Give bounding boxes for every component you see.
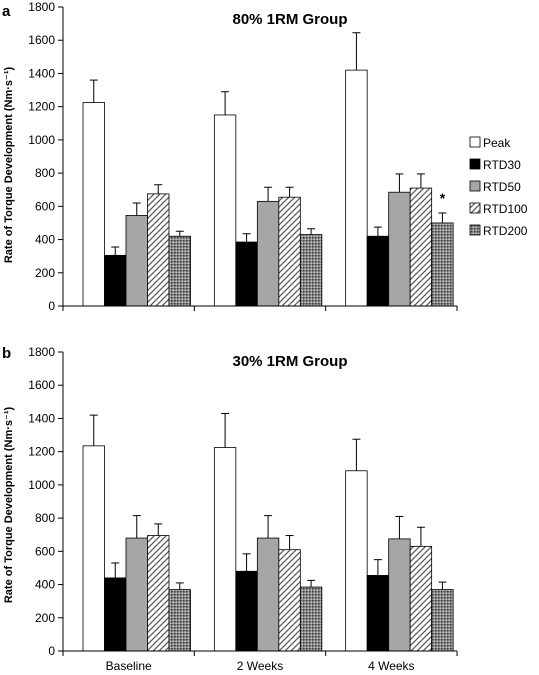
y-tick-label: 200 — [35, 266, 55, 280]
y-tick-label: 800 — [35, 511, 55, 525]
bar-rtd200 — [431, 222, 454, 307]
x-tick-label: 4 Weeks — [368, 659, 414, 673]
bar-peak — [345, 470, 368, 652]
y-tick-label: 1600 — [28, 378, 55, 392]
y-tick-label: 1600 — [28, 33, 55, 47]
y-axis-ticks-a: 0 200 400 600 800 1000 1200 1400 1600 1800 — [28, 0, 63, 313]
bar-rtd30 — [366, 235, 390, 307]
y-tick-label: 200 — [35, 611, 55, 625]
bar-rtd100 — [278, 549, 301, 652]
panel-label-b: b — [2, 345, 11, 362]
bar-rtd30 — [366, 575, 390, 652]
bars-a: * — [82, 32, 454, 307]
chart-title-a: 80% 1RM Group — [232, 11, 347, 28]
bar-rtd50 — [388, 191, 411, 307]
bar-rtd30 — [235, 570, 258, 652]
bar-rtd50 — [256, 200, 280, 307]
bar-peak — [213, 447, 237, 652]
bar-rtd50 — [388, 538, 411, 652]
axes-b — [62, 352, 458, 656]
x-axis-labels: Baseline 2 Weeks 4 Weeks — [106, 659, 415, 673]
significance-marker: * — [440, 190, 446, 206]
bar-peak — [82, 445, 105, 652]
chart-title-b: 30% 1RM Group — [232, 353, 347, 370]
y-tick-label: 0 — [48, 299, 55, 313]
y-tick-label: 1200 — [28, 445, 55, 459]
legend-label: RTD30 — [483, 158, 521, 172]
chart-panel-a: a 80% 1RM Group 0 200 400 600 800 1000 1200 140… — [2, 0, 458, 313]
y-tick-label: 1400 — [28, 411, 55, 425]
y-axis-label-a: Rate of Torque Development (Nm·s⁻¹) — [3, 67, 15, 264]
legend: Peak RTD30 RTD50 RTD100 RTD200 — [469, 136, 528, 238]
y-tick-label: 1000 — [28, 133, 55, 147]
y-tick-label: 400 — [35, 578, 55, 592]
x-tick-label: 2 Weeks — [237, 659, 283, 673]
y-tick-label: 800 — [35, 166, 55, 180]
bar-rtd30 — [235, 241, 258, 307]
y-tick-label: 1000 — [28, 478, 55, 492]
y-tick-label: 400 — [35, 233, 55, 247]
bar-rtd100 — [409, 187, 433, 307]
legend-label: RTD50 — [483, 180, 521, 194]
legend-swatch — [469, 158, 481, 170]
bar-rtd30 — [104, 254, 127, 307]
bar-rtd200 — [431, 589, 454, 652]
bars-b — [82, 412, 454, 652]
panel-label-a: a — [2, 3, 11, 20]
bar-peak — [345, 69, 368, 307]
bar-rtd100 — [409, 545, 433, 652]
x-tick-label: Baseline — [106, 659, 152, 673]
bar-rtd100 — [278, 196, 301, 307]
y-tick-label: 1800 — [28, 345, 55, 359]
bar-rtd50 — [125, 537, 148, 652]
y-tick-label: 1200 — [28, 100, 55, 114]
y-tick-label: 1800 — [28, 0, 55, 14]
legend-swatch — [469, 224, 481, 236]
y-axis-label-b: Rate of Torque Development (Nm·s⁻¹) — [3, 407, 15, 604]
bar-peak — [82, 102, 105, 307]
legend-swatch — [469, 202, 481, 214]
bar-rtd200 — [299, 234, 323, 307]
legend-label: RTD100 — [483, 202, 528, 216]
y-tick-label: 600 — [35, 199, 55, 213]
legend-swatch — [469, 180, 481, 192]
bar-rtd200 — [168, 589, 191, 652]
bar-rtd30 — [104, 577, 127, 652]
y-tick-label: 1400 — [28, 66, 55, 80]
legend-label: Peak — [483, 136, 511, 150]
legend-label: RTD200 — [483, 224, 528, 238]
axes-a — [62, 7, 458, 311]
bar-peak — [213, 114, 237, 307]
y-tick-label: 600 — [35, 544, 55, 558]
y-tick-label: 0 — [48, 644, 55, 658]
chart-panel-b: b 30% 1RM Group 0 200 400 600 800 1000 1200 140… — [2, 345, 458, 673]
bar-rtd50 — [256, 537, 280, 652]
legend-swatch — [469, 136, 481, 148]
bar-rtd100 — [147, 535, 170, 652]
bar-rtd100 — [147, 193, 170, 307]
bar-rtd50 — [125, 215, 148, 307]
bar-rtd200 — [168, 235, 191, 307]
bar-rtd200 — [299, 586, 323, 652]
y-axis-ticks-b: 0 200 400 600 800 1000 1200 1400 1600 1800 — [28, 345, 63, 658]
